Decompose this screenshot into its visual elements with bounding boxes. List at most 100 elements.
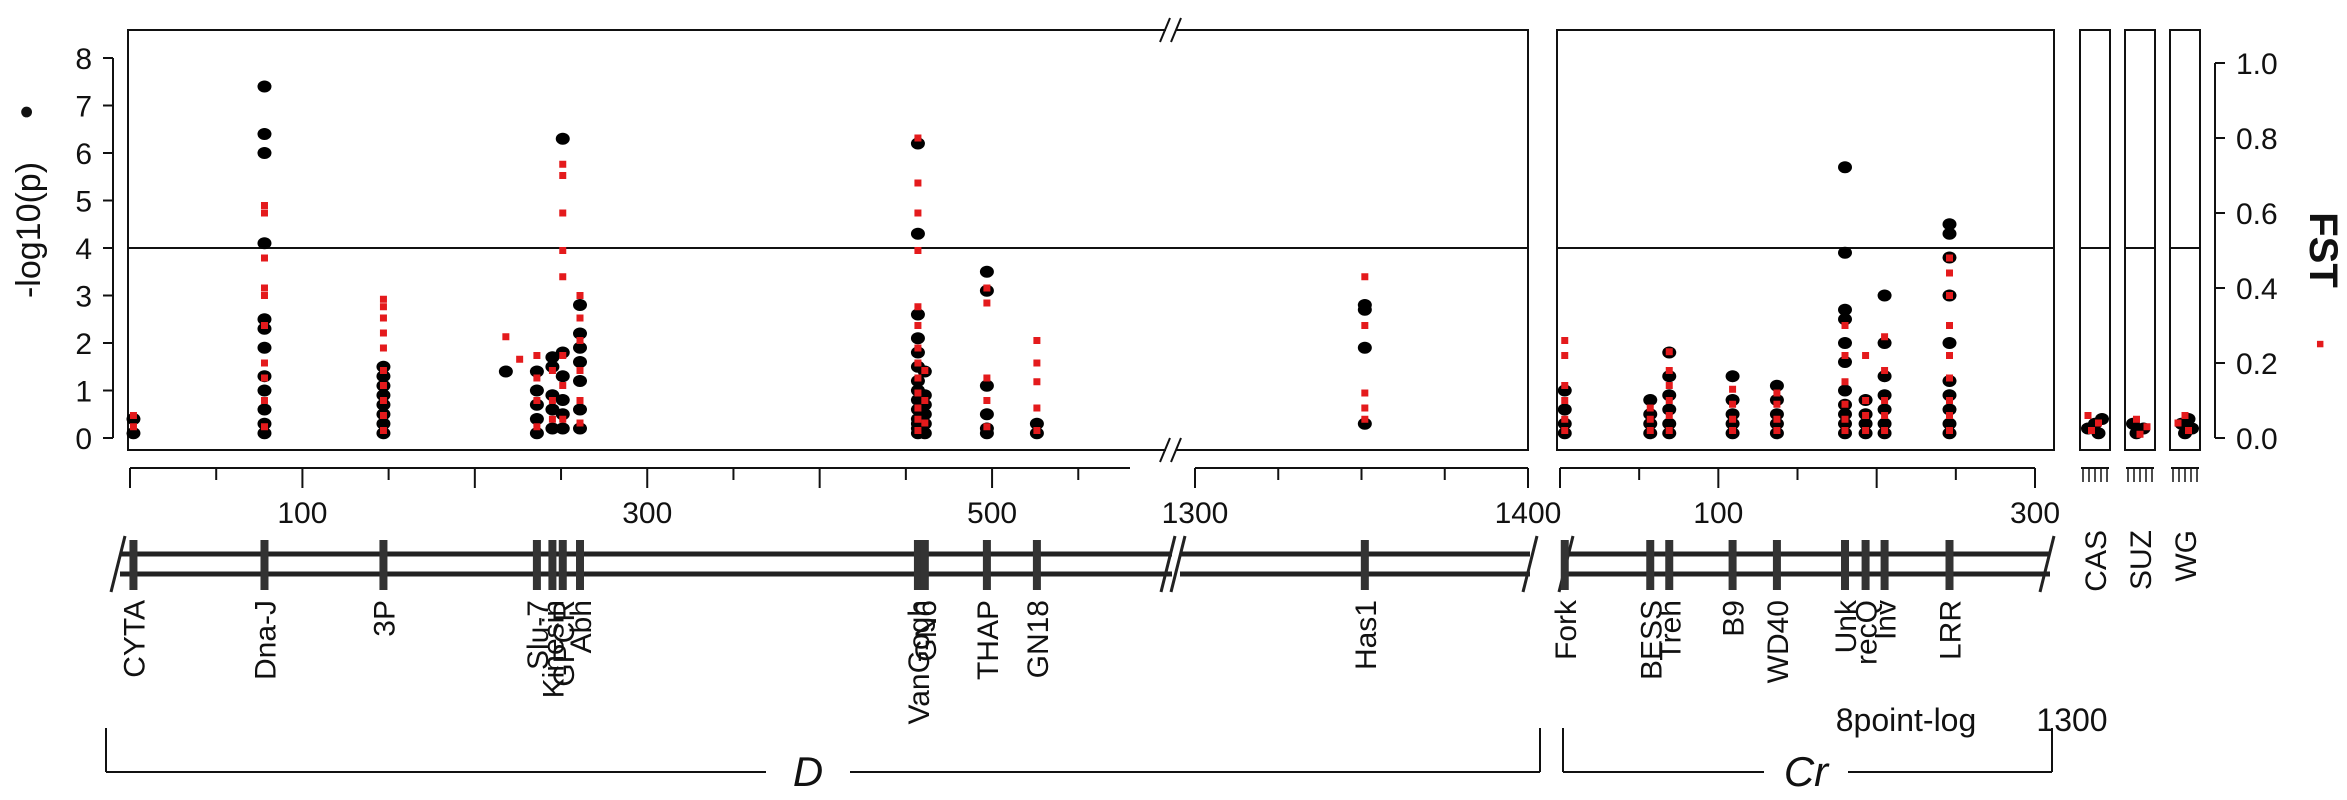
left-axis-tick-label: 0 bbox=[75, 423, 92, 456]
gene-marker-abh bbox=[576, 540, 584, 590]
pvalue-point bbox=[555, 394, 570, 406]
gene-marker-gn18 bbox=[1032, 540, 1041, 590]
annotation-value: 1300 bbox=[2036, 702, 2107, 738]
panel-frame-d bbox=[127, 29, 1529, 451]
fst-point bbox=[260, 423, 268, 431]
fst-point bbox=[2095, 419, 2102, 427]
left-axis-title: -log10(p) bbox=[10, 162, 48, 298]
left-axis-label: -log10(p) bbox=[10, 162, 48, 298]
gene-marker-lrr bbox=[1945, 540, 1954, 590]
fst-point bbox=[1773, 427, 1781, 434]
fst-point bbox=[576, 397, 584, 404]
fst-point bbox=[1561, 427, 1569, 434]
pvalue-point bbox=[1029, 417, 1044, 430]
panel-frame-cas bbox=[2079, 29, 2111, 451]
fst-point bbox=[1841, 352, 1849, 359]
fst-point bbox=[921, 397, 929, 404]
fst-point bbox=[129, 423, 137, 431]
fst-point bbox=[559, 209, 567, 217]
fst-point bbox=[1862, 412, 1870, 419]
pvalue-point bbox=[1769, 379, 1784, 392]
left-axis-tick-label: 7 bbox=[75, 91, 92, 124]
fst-point bbox=[914, 359, 922, 367]
fst-point bbox=[1665, 348, 1673, 356]
fst-point bbox=[260, 374, 268, 382]
plot-layer: 0 1 2 3 4 5 6 7 8 0.0 0.2 0.4 0.6 0.8 1.0 bbox=[75, 16, 2278, 464]
gene-marker-wd40 bbox=[1772, 540, 1781, 590]
fst-point bbox=[914, 404, 922, 412]
fst-point bbox=[576, 337, 584, 344]
fst-point bbox=[379, 367, 387, 374]
left-axis-tick-label: 6 bbox=[75, 138, 92, 171]
fst-point bbox=[2143, 423, 2151, 431]
fst-point bbox=[548, 397, 556, 404]
fst-point bbox=[914, 374, 922, 382]
fst-point bbox=[1841, 322, 1849, 329]
fst-point bbox=[548, 415, 556, 423]
gene-marker-dna-j bbox=[260, 540, 269, 590]
fst-point bbox=[1862, 352, 1870, 359]
pvalue-point bbox=[376, 417, 391, 430]
position-axis-tick-label: 300 bbox=[2010, 497, 2060, 530]
fst-point bbox=[576, 292, 584, 299]
pvalue-point bbox=[1877, 289, 1892, 302]
gene-marker-slu-7 bbox=[532, 540, 541, 590]
fst-point bbox=[1946, 412, 1953, 419]
gene-label-wd40: WD40 bbox=[1762, 600, 1795, 683]
pvalue-point bbox=[555, 422, 570, 435]
right-axis-tick-label: 0.0 bbox=[2236, 423, 2278, 456]
pvalue-point bbox=[1643, 394, 1658, 406]
fst-point bbox=[1862, 427, 1870, 434]
fst-point bbox=[983, 374, 991, 382]
gene-marker-3p bbox=[379, 540, 388, 590]
fst-point bbox=[914, 134, 922, 142]
left-axis-tick-label: 5 bbox=[75, 186, 92, 219]
fst-point bbox=[1841, 427, 1849, 434]
fst-point bbox=[1361, 415, 1369, 423]
gene-label-gn6: GN6 bbox=[910, 600, 943, 662]
pvalue-point bbox=[1877, 417, 1892, 430]
axis-break-mark bbox=[1159, 437, 1171, 463]
gene-marker-thap bbox=[982, 540, 991, 590]
axis-break-gap-bottom bbox=[1166, 436, 1176, 464]
fst-point bbox=[1665, 427, 1673, 434]
fst-point bbox=[2133, 415, 2140, 423]
fst-point bbox=[1646, 427, 1654, 434]
pvalue-point bbox=[555, 132, 570, 145]
fst-point bbox=[914, 303, 922, 311]
fst-point bbox=[516, 355, 524, 363]
fst-point bbox=[1361, 322, 1369, 329]
fst-point bbox=[1841, 400, 1849, 408]
fst-point bbox=[533, 423, 541, 431]
left-axis-tick-label: 2 bbox=[75, 328, 92, 361]
fst-point bbox=[1729, 400, 1737, 408]
right-axis-label: FST bbox=[2301, 212, 2345, 288]
position-axis-tick-label: 500 bbox=[967, 497, 1017, 530]
pvalue-point bbox=[545, 422, 560, 435]
fst-point bbox=[1946, 397, 1953, 404]
fst-point bbox=[914, 415, 922, 423]
fst-point bbox=[1773, 415, 1781, 423]
panel-frame-wg bbox=[2169, 29, 2201, 451]
pvalue-point bbox=[545, 403, 560, 416]
gene-label-gpcr: GPCR bbox=[548, 600, 581, 687]
fst-point bbox=[1773, 389, 1781, 397]
fst-point bbox=[1646, 415, 1654, 423]
fst-point bbox=[1841, 378, 1849, 386]
fst-point bbox=[1665, 382, 1673, 389]
fst-point bbox=[379, 382, 387, 389]
fst-point bbox=[1881, 367, 1889, 374]
pvalue-point bbox=[910, 308, 925, 321]
chromosome-end-break-b bbox=[1169, 535, 1187, 593]
right-axis-tick-label: 0.8 bbox=[2236, 123, 2278, 156]
fst-point bbox=[559, 415, 567, 423]
fst-point bbox=[379, 329, 387, 337]
left-axis-marker: • bbox=[5, 105, 49, 119]
left-axis-tick-label: 8 bbox=[75, 43, 92, 76]
gene-marker-has1 bbox=[1360, 540, 1369, 590]
chromosome-end-break-a bbox=[1159, 535, 1177, 593]
pvalue-point bbox=[257, 341, 272, 354]
fst-point bbox=[548, 367, 556, 374]
fst-point bbox=[1729, 427, 1737, 434]
